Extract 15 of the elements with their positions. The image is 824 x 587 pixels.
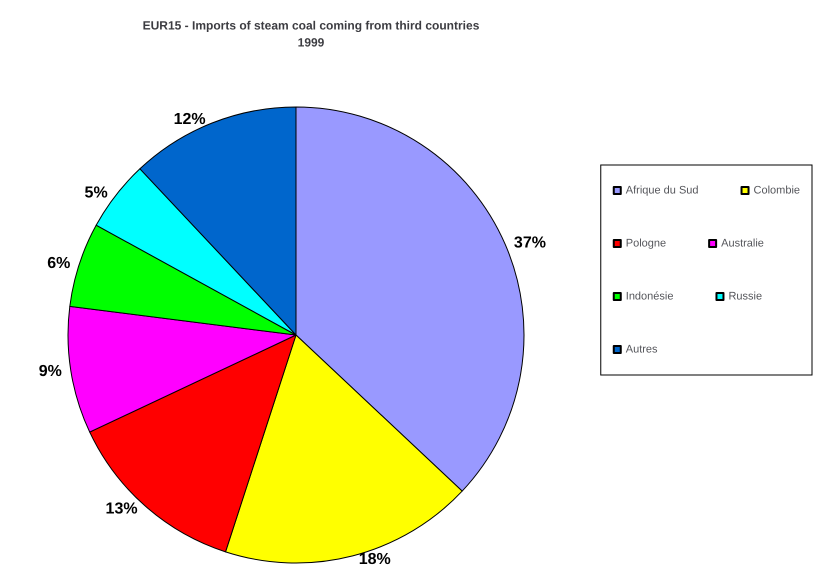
chart-title: EUR15 - Imports of steam coal coming from third countries 1999 bbox=[142, 18, 480, 50]
legend-label: Australie bbox=[721, 238, 764, 250]
data-label: 18% bbox=[358, 551, 391, 568]
legend-label: Pologne bbox=[626, 238, 666, 250]
data-label: 5% bbox=[84, 184, 108, 202]
legend-label: Autres bbox=[626, 344, 658, 356]
legend-label: Russie bbox=[728, 290, 762, 302]
legend-label: Indonésie bbox=[626, 290, 674, 302]
data-label: 9% bbox=[38, 362, 62, 380]
data-label: 12% bbox=[174, 110, 206, 128]
data-label: 6% bbox=[47, 254, 70, 272]
data-label: 37% bbox=[514, 234, 546, 252]
legend-label: Colombie bbox=[754, 184, 800, 196]
legend-label: Afrique du Sud bbox=[626, 184, 699, 196]
data-label: 13% bbox=[106, 500, 138, 518]
